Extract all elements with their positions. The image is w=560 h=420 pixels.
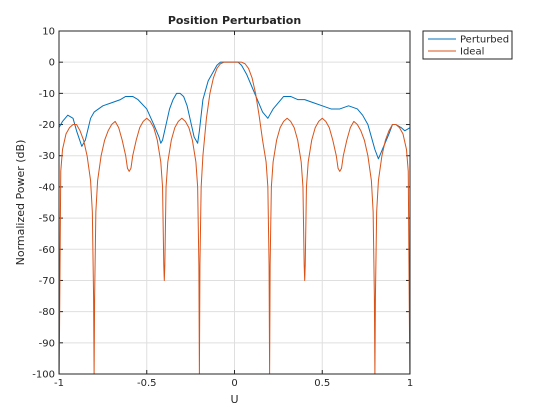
y-tick-label: -100 [32,370,55,381]
x-tick-label: -0.5 [137,378,157,389]
y-tick-label: 0 [49,58,55,69]
legend-label-ideal: Ideal [460,47,484,58]
series-layer [58,61,411,375]
y-axis-title: Normalized Power (dB) [14,140,27,266]
y-tick-label: -60 [39,245,55,256]
y-tick-label: -90 [39,338,55,349]
x-tick-label: 0.5 [314,378,330,389]
x-tick-label: -1 [54,378,64,389]
y-tick-label: -80 [39,307,55,318]
x-axis-title: U [230,393,238,406]
x-tick-label: 1 [407,378,413,389]
y-tick-label: 10 [42,27,55,38]
axes: -1 -0.5 0 0.5 1 10 0 -10 -20 -30 -40 -50 -60 -70 -80 -9… [32,27,413,390]
legend-box [422,30,513,60]
chart-title: Position Perturbation [168,14,301,27]
y-tick-label: -70 [39,276,55,287]
legend-label-perturbed: Perturbed [460,35,509,46]
series-line-ideal [58,61,411,375]
ticks: -1 -0.5 0 0.5 1 10 0 -10 -20 -30 -40 -50 -60 -70 -80 -9… [32,27,413,390]
x-tick-label: 0 [231,378,237,389]
y-tick-label: -10 [39,89,55,100]
y-tick-label: -30 [39,151,55,162]
series-line-perturbed [58,61,411,160]
y-tick-label: -50 [39,214,55,225]
y-tick-label: -20 [39,120,55,131]
y-tick-label: -40 [39,182,55,193]
axes-box [58,30,411,375]
